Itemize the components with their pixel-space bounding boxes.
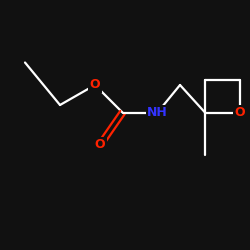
Text: O: O [90, 78, 100, 92]
Text: O: O [95, 138, 105, 151]
Text: O: O [235, 106, 245, 119]
Text: NH: NH [147, 106, 168, 119]
